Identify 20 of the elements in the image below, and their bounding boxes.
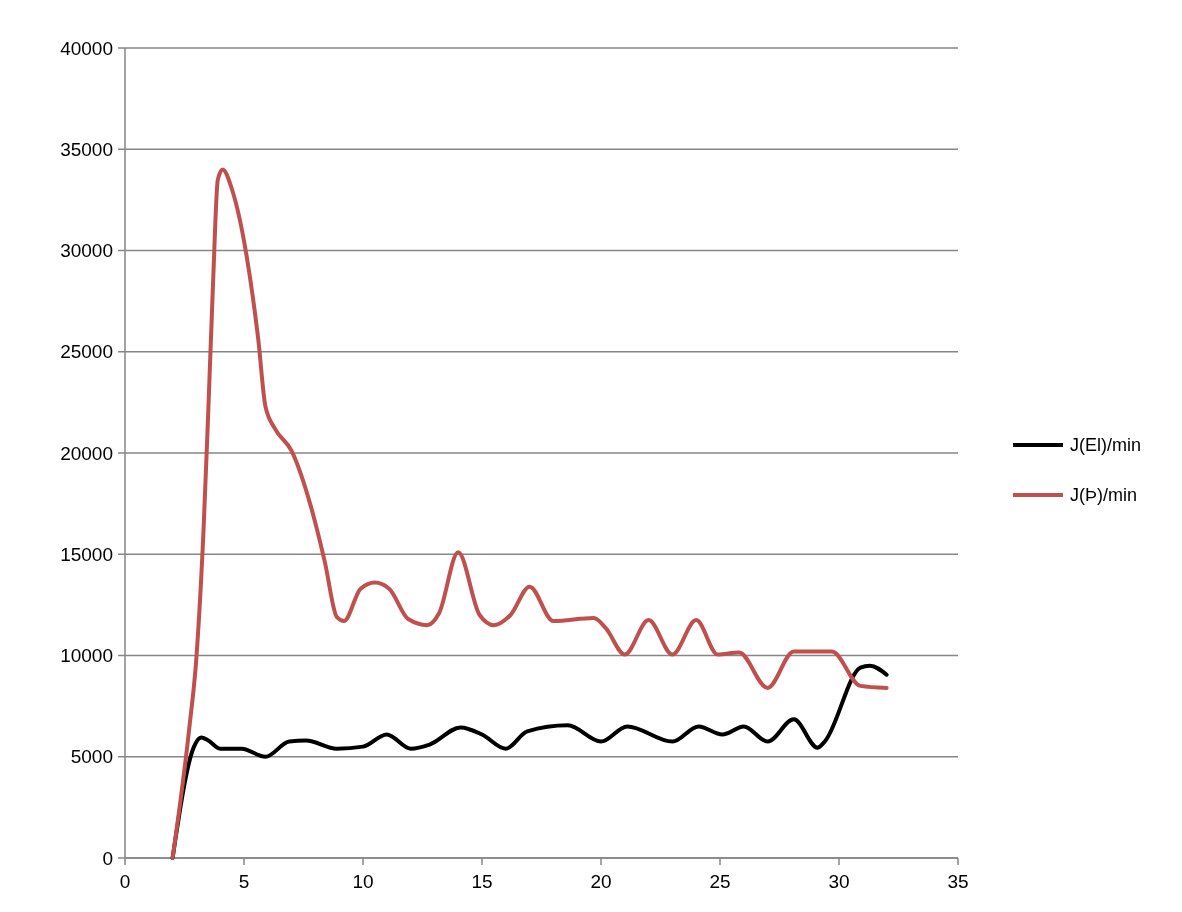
y-tick-label: 25000 — [60, 341, 113, 363]
legend-label: J(Þ)/min — [1070, 485, 1137, 506]
x-tick-label: 15 — [471, 871, 493, 892]
legend-label: J(El)/min — [1070, 435, 1141, 456]
y-tick-label: 35000 — [60, 138, 113, 160]
y-tick-label: 30000 — [60, 240, 113, 262]
y-tick-label: 10000 — [60, 645, 113, 667]
x-tick-label: 25 — [709, 871, 731, 892]
x-tick-label: 20 — [590, 871, 612, 892]
y-tick-label: 0 — [102, 847, 113, 869]
x-tick-label: 0 — [119, 871, 131, 892]
y-tick-label: 15000 — [60, 543, 113, 565]
y-tick-label: 5000 — [70, 746, 113, 768]
x-tick-label: 30 — [828, 871, 850, 892]
x-tick-label: 35 — [947, 871, 969, 892]
y-tick-label: 20000 — [60, 442, 113, 464]
line-series — [170, 167, 889, 860]
x-tick-label: 10 — [352, 871, 374, 892]
x-tick-label: 5 — [238, 871, 250, 892]
y-tick-label: 40000 — [60, 37, 113, 59]
